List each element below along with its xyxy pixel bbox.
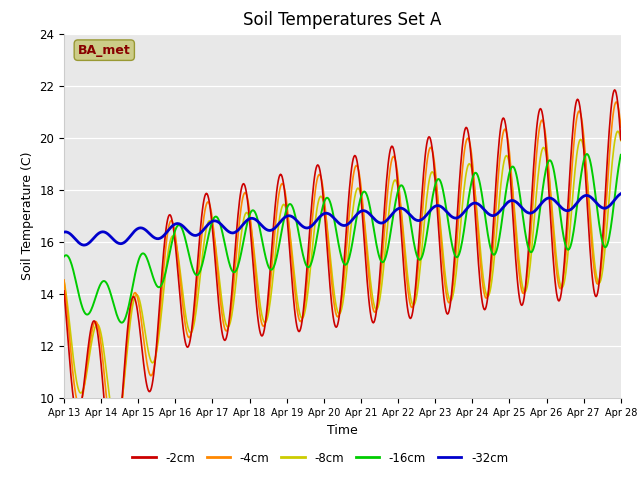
Legend: -2cm, -4cm, -8cm, -16cm, -32cm: -2cm, -4cm, -8cm, -16cm, -32cm bbox=[127, 447, 513, 469]
X-axis label: Time: Time bbox=[327, 424, 358, 437]
Y-axis label: Soil Temperature (C): Soil Temperature (C) bbox=[20, 152, 34, 280]
Title: Soil Temperatures Set A: Soil Temperatures Set A bbox=[243, 11, 442, 29]
Text: BA_met: BA_met bbox=[78, 44, 131, 57]
